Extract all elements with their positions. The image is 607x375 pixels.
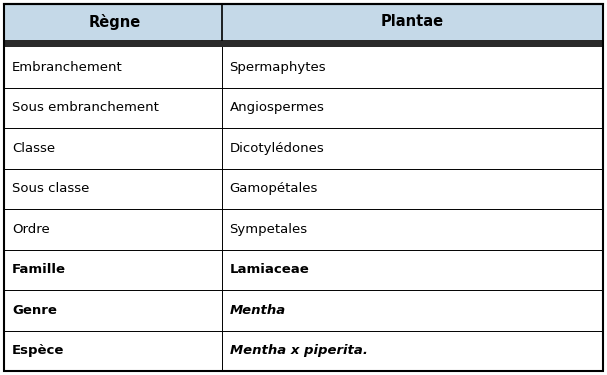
Text: Angiospermes: Angiospermes bbox=[229, 101, 324, 114]
Text: Dicotylédones: Dicotylédones bbox=[229, 142, 324, 155]
Text: Règne: Règne bbox=[89, 14, 141, 30]
Text: Embranchement: Embranchement bbox=[12, 61, 123, 74]
Text: Genre: Genre bbox=[12, 304, 57, 317]
Bar bbox=[4, 168, 603, 209]
Bar bbox=[4, 249, 603, 290]
Text: Gamopétales: Gamopétales bbox=[229, 182, 318, 195]
Bar bbox=[4, 128, 603, 168]
Bar bbox=[4, 330, 603, 371]
Text: Classe: Classe bbox=[12, 142, 55, 155]
Text: Espèce: Espèce bbox=[12, 344, 64, 357]
Bar bbox=[4, 4, 603, 40]
Text: Mentha x piperita.: Mentha x piperita. bbox=[229, 344, 367, 357]
Bar bbox=[4, 209, 603, 249]
Text: Plantae: Plantae bbox=[381, 15, 444, 30]
Bar bbox=[4, 40, 603, 47]
Text: Spermaphytes: Spermaphytes bbox=[229, 61, 326, 74]
Text: Sous embranchement: Sous embranchement bbox=[12, 101, 159, 114]
Text: Famille: Famille bbox=[12, 263, 66, 276]
Text: Ordre: Ordre bbox=[12, 223, 50, 236]
Bar bbox=[4, 47, 603, 87]
Bar bbox=[4, 87, 603, 128]
Text: Sympetales: Sympetales bbox=[229, 223, 308, 236]
Text: Mentha: Mentha bbox=[229, 304, 286, 317]
Text: Lamiaceae: Lamiaceae bbox=[229, 263, 310, 276]
Text: Sous classe: Sous classe bbox=[12, 182, 89, 195]
Bar bbox=[4, 290, 603, 330]
